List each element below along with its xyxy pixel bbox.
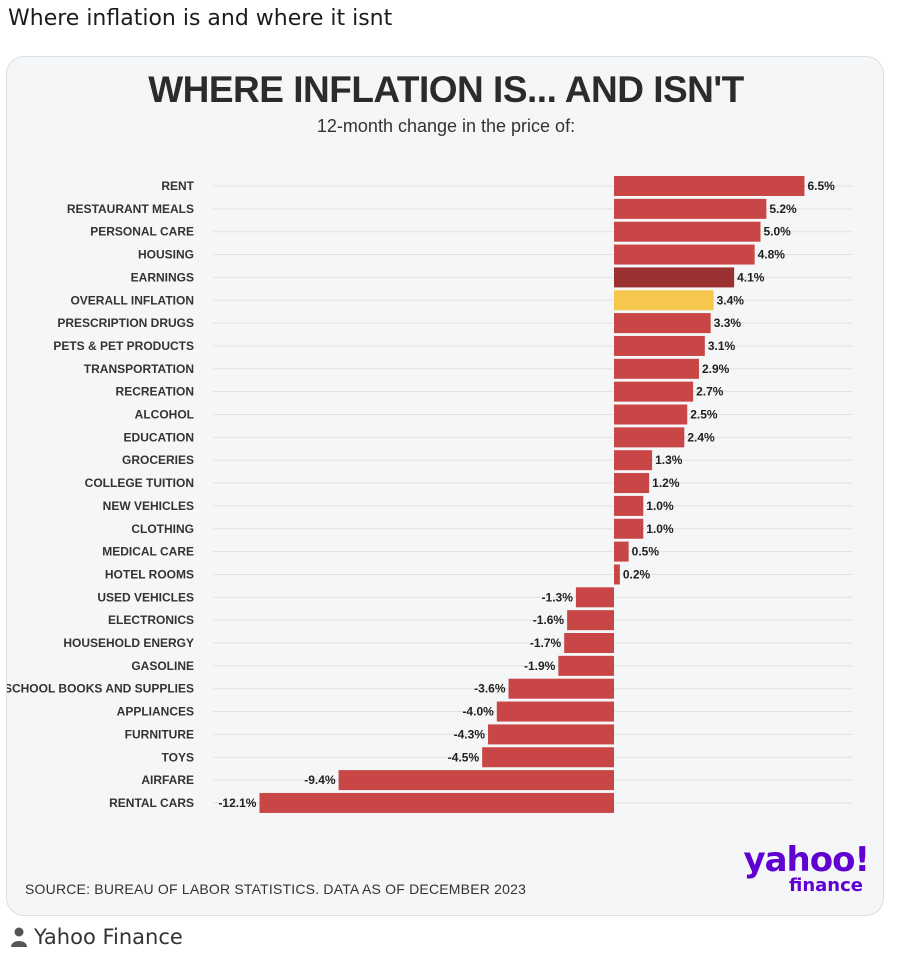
category-label: GASOLINE <box>131 659 194 673</box>
data-label: 2.7% <box>696 385 724 399</box>
category-label: TRANSPORTATION <box>84 362 194 376</box>
category-label: MEDICAL CARE <box>102 545 194 559</box>
bar <box>567 610 614 631</box>
data-label: 2.5% <box>690 408 718 422</box>
category-label: ELECTRONICS <box>108 613 194 627</box>
category-label: EDUCATION <box>124 430 194 444</box>
bar <box>614 176 805 196</box>
bar <box>614 198 767 219</box>
data-label: -4.3% <box>454 727 486 741</box>
source-note: SOURCE: BUREAU OF LABOR STATISTICS. DATA… <box>25 881 527 897</box>
person-icon <box>10 927 28 952</box>
data-label: 5.2% <box>769 202 797 216</box>
chart-title: WHERE INFLATION IS... AND ISN'T <box>148 69 744 110</box>
category-label: RESTAURANT MEALS <box>67 202 194 216</box>
category-label: FURNITURE <box>125 727 194 741</box>
data-label: 3.4% <box>717 293 745 307</box>
bar <box>614 358 699 379</box>
category-label: TOYS <box>162 750 194 764</box>
data-label: 5.0% <box>764 225 792 239</box>
data-label: 1.3% <box>655 453 683 467</box>
bar <box>338 770 614 791</box>
data-label: -1.6% <box>533 613 565 627</box>
bar <box>558 655 614 676</box>
bar <box>614 267 735 288</box>
data-label: -1.9% <box>524 659 556 673</box>
bar <box>614 221 761 242</box>
bar <box>614 450 653 471</box>
bar <box>614 473 650 494</box>
bar <box>614 244 755 265</box>
category-label: PETS & PET PRODUCTS <box>53 339 194 353</box>
bar <box>614 427 685 448</box>
category-label: SCHOOL BOOKS AND SUPPLIES <box>7 682 194 696</box>
data-label: 2.4% <box>687 430 715 444</box>
category-label: HOTEL ROOMS <box>105 567 194 581</box>
data-label: 1.2% <box>652 476 680 490</box>
post-author[interactable]: Yahoo Finance <box>10 925 183 952</box>
data-label: 4.8% <box>758 248 786 262</box>
data-label: -3.6% <box>474 682 506 696</box>
bar <box>564 633 614 653</box>
data-label: -12.1% <box>218 796 256 810</box>
chart-subtitle: 12-month change in the price of: <box>316 116 576 136</box>
category-label: USED VEHICLES <box>97 590 194 604</box>
data-label: -9.4% <box>304 773 336 787</box>
data-label: 1.0% <box>646 499 674 513</box>
category-label: PERSONAL CARE <box>90 225 194 239</box>
category-label: AIRFARE <box>141 773 194 787</box>
data-label: -4.5% <box>448 750 480 764</box>
bar <box>488 724 614 745</box>
data-label: 3.3% <box>714 316 742 330</box>
category-label: HOUSEHOLD ENERGY <box>63 636 194 650</box>
category-label: RECREATION <box>116 385 194 399</box>
bar <box>259 792 614 813</box>
category-label: COLLEGE TUITION <box>85 476 194 490</box>
bar <box>614 381 694 402</box>
bar <box>614 313 711 334</box>
bar <box>614 541 629 562</box>
category-label: GROCERIES <box>122 453 194 467</box>
data-label: 4.1% <box>737 270 765 284</box>
category-label: APPLIANCES <box>117 705 194 719</box>
bar <box>614 495 644 516</box>
data-label: -4.0% <box>462 705 494 719</box>
data-label: 3.1% <box>708 339 736 353</box>
bar <box>496 701 614 722</box>
bar <box>614 290 714 311</box>
post-title: Where inflation is and where it isnt <box>8 6 393 31</box>
data-label: 2.9% <box>702 362 730 376</box>
category-label: RENT <box>161 179 194 193</box>
data-label: -1.3% <box>542 590 574 604</box>
bar <box>614 564 620 585</box>
data-label: 1.0% <box>646 522 674 536</box>
bar <box>508 678 614 699</box>
logo-sub: finance <box>789 875 863 896</box>
bar <box>575 587 614 608</box>
data-label: 6.5% <box>807 179 835 193</box>
logo-main: yahoo! <box>743 840 870 880</box>
bar <box>614 518 644 539</box>
data-label: -1.7% <box>530 636 562 650</box>
bar-chart: RENT 6.5% RESTAURANT MEALS 5.2% PERSONAL CAR… <box>7 176 852 813</box>
author-name: Yahoo Finance <box>34 925 183 949</box>
category-label: HOUSING <box>138 248 194 262</box>
category-label: EARNINGS <box>131 270 194 284</box>
category-label: ALCOHOL <box>135 408 194 422</box>
chart-card: WHERE INFLATION IS... AND ISN'T 12-month… <box>6 56 884 916</box>
yahoo-finance-logo: yahoo! finance <box>739 840 870 896</box>
category-label: CLOTHING <box>131 522 194 536</box>
bar <box>482 747 614 768</box>
bar <box>614 404 688 425</box>
category-label: OVERALL INFLATION <box>70 293 194 307</box>
category-label: RENTAL CARS <box>109 796 194 810</box>
bar <box>614 335 705 356</box>
category-label: NEW VEHICLES <box>103 499 194 513</box>
data-label: 0.2% <box>623 567 651 581</box>
data-label: 0.5% <box>632 545 660 559</box>
category-label: PRESCRIPTION DRUGS <box>57 316 194 330</box>
